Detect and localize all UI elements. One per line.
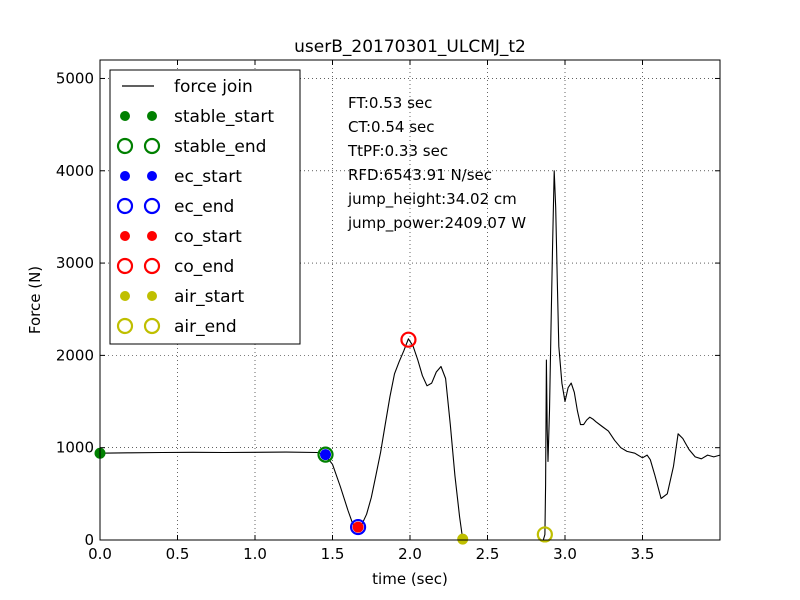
co-end-marker	[116, 257, 134, 275]
air-end-marker	[536, 526, 553, 543]
ec-start-marker	[147, 171, 157, 181]
x-tick-label: 0.0	[88, 545, 112, 563]
y-axis-label: Force (N)	[26, 266, 44, 334]
legend-label: air_start	[174, 287, 245, 307]
chart-title: userB_20170301_ULCMJ_t2	[294, 37, 526, 57]
stat-annotation: jump_power:2409.07 W	[347, 214, 526, 233]
ec-end-marker	[143, 197, 161, 215]
stat-annotation: CT:0.54 sec	[348, 118, 435, 136]
legend-label: co_end	[174, 257, 234, 277]
axis-ticks: 0.0 0.5 1.0 1.5 2.0 2.5 3.0 3.5 0 1000 2000 3000 400…	[56, 60, 720, 563]
legend-label: force join	[174, 77, 253, 97]
legend-label: stable_start	[174, 107, 274, 127]
y-tick-label: 3000	[56, 254, 94, 272]
stat-annotation: RFD:6543.91 N/sec	[348, 166, 492, 184]
ec-end-marker	[116, 197, 134, 215]
stat-annotation: jump_height:34.02 cm	[347, 190, 517, 209]
x-tick-label: 1.0	[243, 545, 267, 563]
force-join-line	[100, 170, 720, 540]
legend-box	[109, 69, 301, 345]
legend-label: stable_end	[174, 137, 266, 157]
stable-start-marker	[147, 111, 157, 121]
legend-label: co_start	[174, 227, 242, 247]
stat-annotation: FT:0.53 sec	[348, 94, 432, 112]
legend: force join stable_start stable_end ec_start…	[109, 69, 301, 345]
x-tick-label: 0.5	[166, 545, 190, 563]
x-tick-label: 3.5	[631, 545, 655, 563]
legend-label: ec_start	[174, 167, 242, 187]
stable-start-marker	[120, 111, 130, 121]
air-start-marker	[457, 533, 469, 545]
y-tick-label: 0	[84, 531, 94, 549]
stat-annotation: TtPF:0.33 sec	[347, 142, 448, 160]
y-tick-label: 1000	[56, 439, 94, 457]
air-end-marker	[143, 317, 161, 335]
legend-label: air_end	[174, 317, 237, 337]
series-layer	[100, 170, 720, 540]
ec-start-marker	[120, 171, 130, 181]
ec-start-marker	[320, 449, 332, 461]
x-axis-label: time (sec)	[372, 570, 448, 588]
stable-end-marker	[143, 137, 161, 155]
x-tick-label: 1.5	[321, 545, 345, 563]
co-start-marker	[147, 231, 157, 241]
y-tick-label: 4000	[56, 162, 94, 180]
x-tick-label: 2.0	[398, 545, 422, 563]
co-end-marker	[400, 331, 417, 348]
ec-end-marker	[349, 518, 367, 536]
air-start-marker	[120, 291, 130, 301]
co-start-marker	[120, 231, 130, 241]
air-end-marker	[116, 317, 134, 335]
legend-label: ec_end	[174, 197, 234, 217]
stable-end-marker	[317, 446, 334, 463]
x-tick-label: 2.5	[476, 545, 500, 563]
stats-annotations: FT:0.53 sec CT:0.54 sec TtPF:0.33 sec RFD:6…	[347, 94, 526, 233]
co-start-marker	[352, 521, 364, 533]
stable-end-marker	[116, 137, 134, 155]
y-tick-label: 5000	[56, 69, 94, 87]
co-end-marker	[143, 257, 161, 275]
air-start-marker	[147, 291, 157, 301]
x-tick-label: 3.0	[553, 545, 577, 563]
y-tick-label: 2000	[56, 346, 94, 364]
